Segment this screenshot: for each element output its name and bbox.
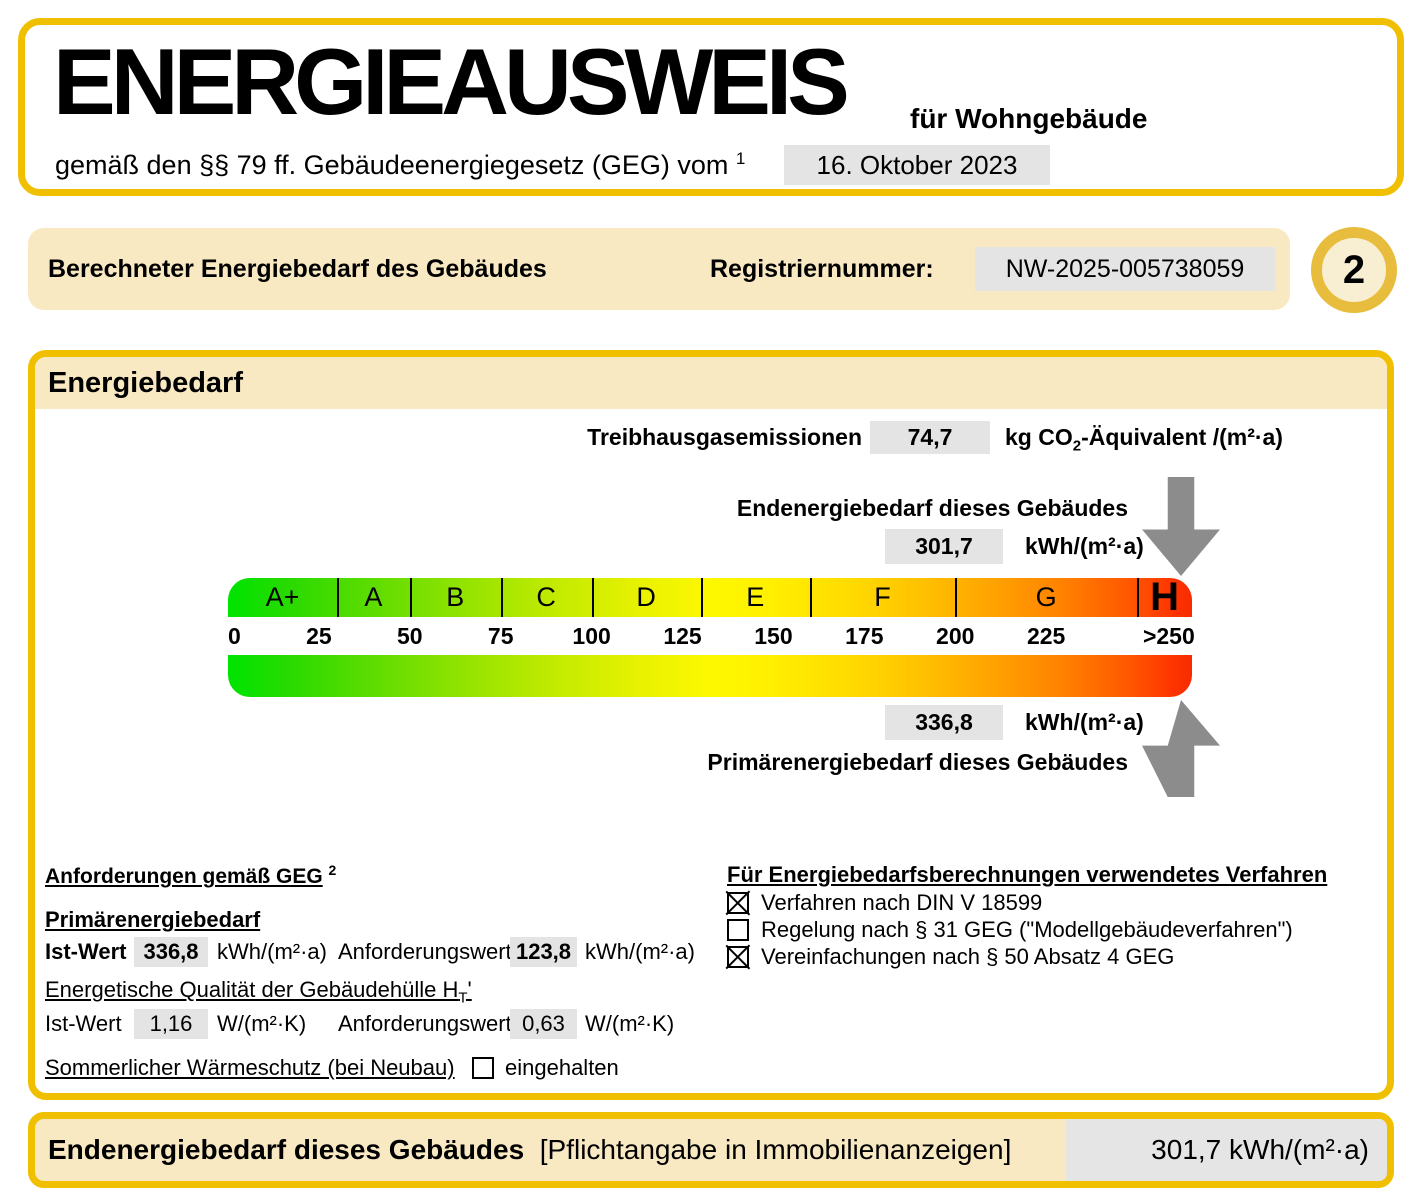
scale-class-D: D xyxy=(636,582,656,612)
end-energy-unit: kWh/(m²·a) xyxy=(1025,533,1144,559)
method-label-2: Regelung nach § 31 GEG ("Modellgebäudeve… xyxy=(761,917,1293,942)
building-type-label: für Wohngebäude xyxy=(910,103,1148,134)
ist-wert-unit-1: kWh/(m²·a) xyxy=(217,939,327,964)
requirements-heading: Anforderungen gemäß GEG 2 xyxy=(45,862,336,889)
end-energy-label: Endenergiebedarf dieses Gebäudes xyxy=(736,495,1128,521)
ist-wert-unit-2: W/(m²·K) xyxy=(217,1011,307,1036)
scale-class-G: G xyxy=(1035,582,1057,612)
anforderungswert-value-1: 123,8 xyxy=(510,937,577,967)
method-checkbox-3[interactable] xyxy=(727,946,749,968)
requirements-heading-text: Anforderungen gemäß GEG xyxy=(45,865,323,888)
envelope-heading-post: ' xyxy=(467,977,472,1002)
scale-tick-overflow-label: >250 xyxy=(1142,623,1195,649)
anforderungswert-label-2: Anforderungswert xyxy=(338,1011,512,1036)
scale-tick-label: 150 xyxy=(754,623,793,649)
efficiency-scale: A+ A B C D E F G H 0 25 50 75 100 125 150 175 200 225 >250 xyxy=(228,578,1195,697)
method-heading: Für Energiebedarfsberechnungen verwendet… xyxy=(727,862,1328,887)
scale-tick-row: 0 25 50 75 100 125 150 175 200 225 >250 xyxy=(228,617,1195,655)
ist-wert-label-2: Ist-Wert xyxy=(45,1011,122,1036)
panel-title: Energiebedarf xyxy=(48,367,243,399)
section-title: Berechneter Energiebedarf des Gebäudes xyxy=(48,255,547,283)
scale-class-A: A xyxy=(364,582,383,612)
ghg-emissions-label: Treibhausgasemissionen xyxy=(587,424,862,450)
primary-energy-value: 336,8 xyxy=(885,705,1003,740)
ghg-unit-post: -Äquivalent /(m²·a) xyxy=(1081,424,1283,450)
primary-energy-label: Primärenergiebedarf dieses Gebäudes xyxy=(707,749,1128,775)
footer-bar: Endenergiebedarf dieses Gebäudes [Pflich… xyxy=(28,1112,1394,1188)
method-checkbox-1[interactable] xyxy=(727,892,749,914)
footnote-1: 1 xyxy=(735,149,746,168)
ghg-emissions-value: 74,7 xyxy=(870,421,990,454)
ist-wert-value-2: 1,16 xyxy=(134,1009,208,1039)
scale-tick-label: 175 xyxy=(845,623,884,649)
issue-date-value: 16. Oktober 2023 xyxy=(784,145,1050,185)
law-text: gemäß den §§ 79 ff. Gebäudeenergiegesetz… xyxy=(55,150,729,180)
primary-energy-unit: kWh/(m²·a) xyxy=(1025,709,1144,735)
ghg-unit-pre: kg CO xyxy=(1005,424,1073,450)
scale-separator xyxy=(591,578,594,617)
scale-separator xyxy=(955,578,958,617)
eingehalten-label: eingehalten xyxy=(505,1055,619,1080)
header-box: ENERGIEAUSWEIS für Wohngebäude gemäß den… xyxy=(18,18,1404,196)
registration-number-value: NW-2025-005738059 xyxy=(975,247,1275,291)
envelope-heading-pre: Energetische Qualität der Gebäudehülle H xyxy=(45,977,459,1002)
scale-class-E: E xyxy=(746,582,765,612)
summer-heat-protection-checkbox[interactable] xyxy=(472,1057,494,1079)
footer-label: Endenergiebedarf dieses Gebäudes [Pflich… xyxy=(48,1119,1011,1181)
scale-class-C: C xyxy=(536,582,556,612)
envelope-heading-text: Energetische Qualität der Gebäudehülle H… xyxy=(45,977,472,1006)
footer-label-regular: [Pflichtangabe in Immobilienanzeigen] xyxy=(539,1134,1012,1165)
scale-class-F: F xyxy=(874,582,891,612)
scale-class-band: A+ A B C D E F G H xyxy=(228,578,1192,617)
anforderungswert-value-2: 0,63 xyxy=(510,1009,577,1039)
page-title: ENERGIEAUSWEIS xyxy=(53,29,850,134)
anforderungswert-unit-2: W/(m²·K) xyxy=(585,1011,675,1036)
anforderungswert-label-1: Anforderungswert xyxy=(338,939,512,964)
scale-tick-label: 75 xyxy=(487,623,514,649)
ist-wert-label-1: Ist-Wert xyxy=(45,939,127,964)
footer-value-box: 301,7 kWh/(m²·a) xyxy=(1066,1119,1387,1181)
scale-gradient-band xyxy=(228,655,1192,697)
method-checkbox-2[interactable] xyxy=(727,919,749,941)
footer-value: 301,7 kWh/(m²·a) xyxy=(1151,1134,1369,1165)
scale-tick-label: 125 xyxy=(663,623,702,649)
scale-separator xyxy=(1137,578,1140,617)
envelope-quality-heading: Energetische Qualität der Gebäudehülle H… xyxy=(45,977,472,1006)
scale-class-A+: A+ xyxy=(265,582,300,612)
law-reference: gemäß den §§ 79 ff. Gebäudeenergiegesetz… xyxy=(55,149,745,181)
scale-separator xyxy=(500,578,503,617)
energy-demand-panel: Energiebedarf Treibhausgasemissionen 74,… xyxy=(28,350,1394,1100)
scale-tick-label: 200 xyxy=(936,623,975,649)
primary-energy-req-heading: Primärenergiebedarf xyxy=(45,907,261,932)
method-label-1: Verfahren nach DIN V 18599 xyxy=(761,890,1043,915)
scale-tick-label: 25 xyxy=(306,623,332,649)
panel-header-strip: Energiebedarf xyxy=(35,357,1387,409)
scale-class-H: H xyxy=(1150,578,1179,617)
method-label-3: Vereinfachungen nach § 50 Absatz 4 GEG xyxy=(761,944,1175,969)
scale-separator xyxy=(337,578,340,617)
registration-number-label: Registriernummer: xyxy=(710,255,934,283)
ist-wert-value-1: 336,8 xyxy=(134,937,208,967)
scale-class-B: B xyxy=(446,582,465,612)
page-number-badge: 2 xyxy=(1311,227,1397,313)
scale-separator xyxy=(409,578,412,617)
envelope-heading-sub: T xyxy=(458,989,468,1007)
scale-separator xyxy=(700,578,703,617)
end-energy-value: 301,7 xyxy=(885,529,1003,564)
summer-heat-protection-label: Sommerlicher Wärmeschutz (bei Neubau) xyxy=(45,1055,455,1080)
scale-tick-label: 0 xyxy=(228,623,241,649)
section-bar: Berechneter Energiebedarf des Gebäudes R… xyxy=(28,228,1290,310)
ghg-unit-sub: 2 xyxy=(1072,437,1082,455)
primary-energy-arrow-up-icon xyxy=(1142,700,1220,797)
ghg-emissions-unit: kg CO2-Äquivalent /(m²·a) xyxy=(1005,421,1283,455)
scale-tick-label: 50 xyxy=(397,623,423,649)
scale-tick-label: 225 xyxy=(1026,623,1066,649)
scale-separator xyxy=(809,578,812,617)
end-energy-arrow-down-icon xyxy=(1142,477,1220,576)
anforderungswert-unit-1: kWh/(m²·a) xyxy=(585,939,695,964)
footer-label-bold: Endenergiebedarf dieses Gebäudes xyxy=(48,1134,525,1165)
footnote-2: 2 xyxy=(328,862,337,878)
scale-tick-label: 100 xyxy=(572,623,611,649)
